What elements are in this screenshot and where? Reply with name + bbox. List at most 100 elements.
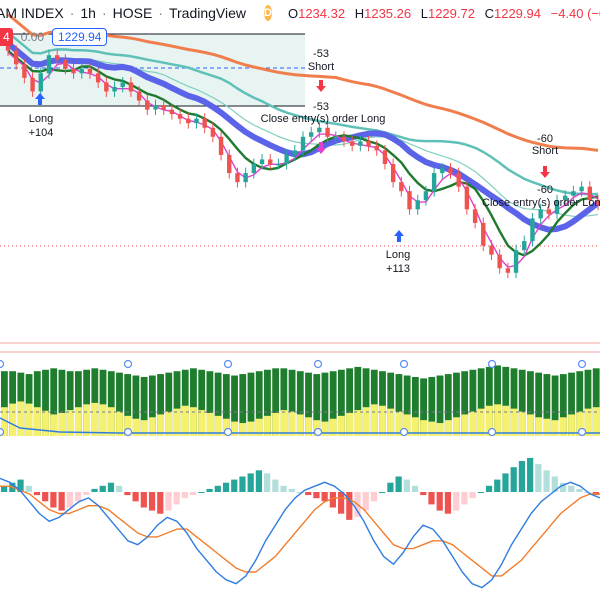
- candle-body: [382, 150, 388, 164]
- oscillator-yellow-bar: [1, 407, 8, 436]
- oscillator-yellow-bar: [411, 417, 419, 436]
- oscillator-green-bar: [453, 372, 460, 436]
- separator: ·: [101, 5, 107, 21]
- macd-histogram-bar: [329, 492, 336, 508]
- macd-histogram-bar: [91, 488, 98, 492]
- oscillator-green-bar: [354, 366, 362, 436]
- macd-histogram-bar: [362, 492, 369, 511]
- macd-histogram-bar: [305, 492, 312, 496]
- oscillator-yellow-bar: [584, 408, 592, 436]
- macd-histogram-bar: [255, 470, 263, 492]
- oscillator-yellow-bar: [379, 405, 386, 436]
- oscillator-yellow-bar: [444, 420, 452, 436]
- oscillator-yellow-bar: [66, 410, 74, 436]
- annotation-label: Short: [308, 61, 334, 73]
- macd-histogram-bar: [420, 492, 427, 496]
- oscillator-green-bar: [337, 369, 345, 436]
- oscillator-yellow-bar: [387, 408, 395, 436]
- oscillator-green-bar: [198, 369, 206, 436]
- macd-histogram-bar: [198, 492, 205, 493]
- oscillator-green-bar: [206, 371, 214, 436]
- candle-body: [5, 46, 11, 51]
- candle-body: [399, 182, 404, 192]
- macd-histogram-bar: [436, 492, 443, 511]
- candle-body: [472, 209, 478, 223]
- macd-histogram-bar: [58, 492, 65, 511]
- delayed-badge[interactable]: D: [264, 5, 272, 21]
- candle-body: [13, 50, 19, 65]
- candle-body: [243, 173, 248, 183]
- candle-body: [177, 114, 183, 119]
- price-tags: 4 0.00 1229.94: [0, 28, 108, 46]
- high-value: 1235.26: [364, 5, 412, 21]
- annotation-value: +113: [386, 263, 410, 275]
- macd-histogram-bar: [1, 485, 8, 492]
- oscillator-green-bar: [494, 365, 501, 436]
- candle-body: [300, 136, 306, 151]
- drag-handle: [487, 359, 497, 369]
- macd-histogram-bar: [477, 492, 484, 493]
- macd-histogram-bar: [510, 467, 517, 492]
- candle-body: [587, 186, 593, 201]
- interval-label[interactable]: 1h: [80, 5, 96, 21]
- oscillator-yellow-bar: [313, 420, 321, 436]
- macd-histogram-bar: [403, 479, 410, 492]
- oscillator-yellow-bar: [206, 412, 214, 436]
- oscillator-yellow-bar: [403, 414, 411, 436]
- macd-histogram-bar: [576, 488, 583, 492]
- macd-histogram-bar: [469, 492, 476, 499]
- oscillator-yellow-bar: [469, 411, 477, 436]
- oscillator-yellow-bar: [247, 421, 255, 436]
- oscillator-yellow-bar: [239, 423, 247, 436]
- low-label: L: [420, 5, 428, 21]
- oscillator-green-bar: [527, 371, 534, 436]
- oscillator-green-bar: [510, 368, 518, 436]
- oscillator-yellow-bar: [288, 411, 296, 436]
- candle-body: [30, 77, 35, 92]
- candle-body: [431, 173, 437, 192]
- low-value: 1229.72: [427, 5, 475, 21]
- oscillator-yellow-bar: [428, 421, 436, 436]
- oscillator-green-bar: [329, 371, 337, 436]
- oscillator-yellow-bar: [321, 421, 329, 436]
- candle-body: [276, 164, 281, 166]
- macd-histogram-bar: [379, 492, 386, 493]
- annotation-label: Long: [29, 113, 53, 125]
- macd-histogram-bar: [25, 485, 32, 492]
- oscillator-yellow-bar: [354, 410, 362, 436]
- drag-handle: [123, 359, 133, 369]
- oscillator-yellow-bar: [502, 405, 510, 436]
- oscillator-green-bar: [296, 371, 304, 436]
- oscillator-green-bar: [190, 368, 197, 436]
- drag-handle: [313, 359, 323, 369]
- oscillator-green-bar: [387, 372, 395, 436]
- drag-handle: [577, 359, 587, 369]
- candle-body: [112, 86, 117, 92]
- candle-body: [407, 191, 412, 210]
- oscillator-green-bar: [66, 371, 74, 436]
- oscillator-yellow-bar: [91, 402, 99, 436]
- oscillator-yellow-bar: [74, 407, 82, 436]
- oscillator-green-bar: [83, 369, 91, 436]
- oscillator-yellow-bar: [559, 417, 567, 436]
- symbol-name[interactable]: AM INDEX: [0, 5, 64, 21]
- oscillator-green-bar: [272, 368, 280, 436]
- candle-body: [481, 222, 486, 246]
- oscillator-green-bar: [280, 368, 288, 436]
- candle-body: [349, 141, 355, 146]
- oscillator-yellow-bar: [305, 417, 312, 436]
- oscillator-yellow-bar: [9, 403, 17, 436]
- candle-body: [136, 91, 142, 101]
- price-tag[interactable]: 1229.94: [52, 28, 108, 46]
- candle-body: [308, 132, 314, 137]
- ohlc-values: O1234.32 H1235.26 L1229.72 C1229.94 −4.4…: [288, 6, 600, 21]
- candle-body: [538, 209, 543, 219]
- candle-body: [95, 73, 101, 83]
- drag-handle: [123, 427, 133, 437]
- macd-histogram-bar: [50, 492, 57, 508]
- candle-body: [87, 68, 93, 74]
- oscillator-green-bar: [313, 374, 321, 436]
- oscillator-green-bar: [140, 376, 148, 436]
- oscillator-yellow-bar: [222, 418, 230, 436]
